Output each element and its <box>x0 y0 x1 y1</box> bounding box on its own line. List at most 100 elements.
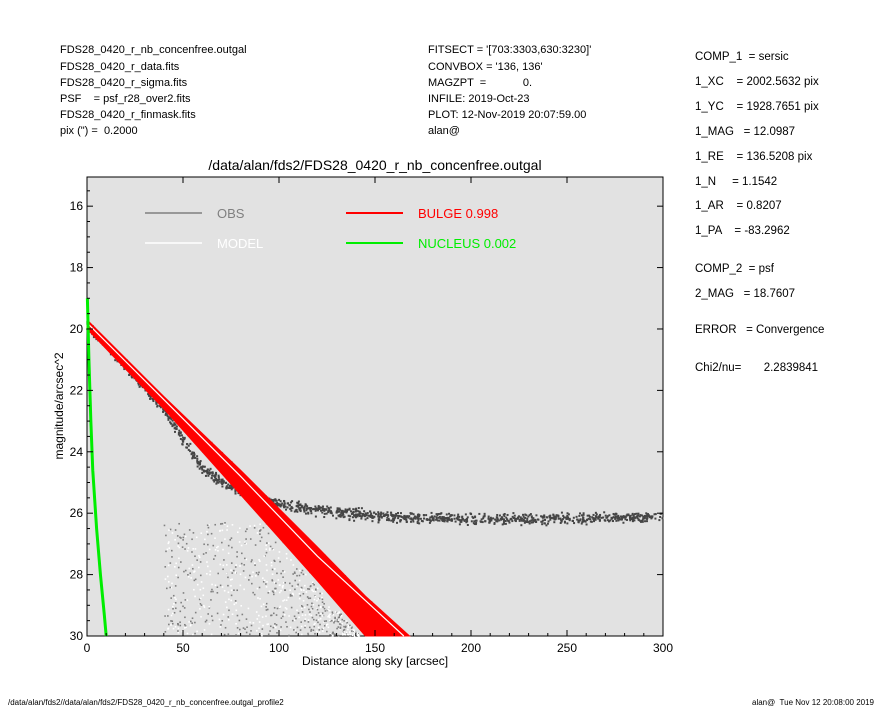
obs-point <box>614 515 617 518</box>
comp1-line-3: 1_YC = 1928.7651 pix <box>695 101 819 113</box>
obs-point <box>268 549 271 551</box>
obs-point <box>536 518 539 521</box>
obs-point <box>198 555 200 557</box>
obs-point <box>191 457 194 460</box>
obs-point <box>196 462 199 465</box>
obs-point <box>353 632 356 634</box>
obs-point <box>339 620 341 623</box>
obs-point <box>238 541 241 543</box>
obs-point <box>261 634 263 637</box>
obs-point <box>522 513 525 516</box>
obs-point <box>211 583 213 586</box>
obs-point <box>173 422 176 425</box>
obs-point <box>274 498 277 501</box>
obs-point <box>276 501 279 504</box>
obs-point <box>261 616 264 618</box>
obs-point <box>259 540 262 542</box>
obs-point <box>582 516 585 519</box>
obs-point <box>199 466 202 469</box>
obs-point <box>269 547 271 550</box>
obs-point <box>541 515 544 518</box>
obs-point <box>443 520 446 523</box>
obs-point <box>207 471 210 474</box>
obs-point <box>262 577 264 579</box>
obs-point <box>283 502 286 505</box>
obs-point <box>181 438 184 441</box>
obs-point <box>202 553 205 555</box>
obs-point <box>193 579 196 582</box>
obs-point <box>292 593 294 596</box>
obs-point <box>322 606 324 608</box>
obs-point <box>337 626 340 628</box>
obs-point <box>499 517 502 520</box>
obs-point <box>349 635 351 637</box>
obs-point <box>215 477 218 480</box>
obs-point <box>339 627 342 630</box>
obs-point <box>324 610 327 612</box>
obs-point <box>612 520 615 523</box>
obs-point <box>267 623 270 625</box>
obs-point <box>438 515 441 518</box>
obs-point <box>194 595 196 598</box>
obs-point <box>169 586 171 589</box>
obs-point <box>592 517 595 520</box>
obs-point <box>321 596 323 599</box>
obs-point <box>345 631 348 634</box>
obs-point <box>328 619 331 622</box>
obs-point <box>199 463 202 466</box>
obs-point <box>557 514 560 517</box>
obs-point <box>329 511 332 514</box>
obs-point <box>280 504 283 507</box>
obs-point <box>326 630 328 633</box>
obs-point <box>240 604 243 607</box>
y-tick-label: 30 <box>70 629 84 643</box>
obs-point <box>283 614 286 616</box>
obs-point <box>303 606 306 609</box>
obs-point <box>624 518 627 521</box>
obs-point <box>309 507 312 510</box>
obs-point <box>199 603 202 605</box>
obs-point <box>175 598 177 601</box>
obs-point <box>377 511 380 514</box>
obs-point <box>298 579 301 582</box>
obs-point <box>286 557 288 560</box>
obs-point <box>273 607 276 609</box>
obs-point <box>352 508 355 511</box>
obs-point <box>176 535 179 537</box>
obs-point <box>531 518 534 521</box>
obs-point <box>279 629 282 632</box>
obs-point <box>221 478 224 481</box>
obs-point <box>428 521 431 524</box>
obs-point <box>286 625 288 628</box>
obs-point <box>196 630 198 633</box>
obs-point <box>188 621 190 623</box>
obs-point <box>325 620 328 622</box>
obs-point <box>138 385 141 388</box>
obs-point <box>199 574 202 577</box>
obs-point <box>183 436 186 439</box>
obs-point <box>449 514 452 517</box>
obs-point <box>504 522 507 525</box>
obs-point <box>625 514 628 517</box>
obs-point <box>185 626 187 629</box>
obs-point <box>222 568 224 571</box>
obs-point <box>187 448 190 451</box>
error-line: ERROR = Convergence <box>695 324 825 336</box>
obs-point <box>217 474 220 477</box>
obs-point <box>198 566 200 569</box>
obs-point <box>194 578 197 581</box>
obs-point <box>567 513 570 516</box>
obs-point <box>416 517 419 520</box>
obs-point <box>193 588 195 591</box>
obs-point <box>390 511 393 514</box>
obs-point <box>524 516 527 519</box>
obs-point <box>274 626 277 629</box>
obs-point <box>332 619 335 622</box>
obs-point <box>433 515 436 518</box>
obs-point <box>318 629 321 631</box>
obs-point <box>334 611 337 613</box>
obs-point <box>296 574 298 577</box>
obs-point <box>200 604 203 606</box>
obs-point <box>349 625 352 628</box>
obs-point <box>548 516 551 519</box>
